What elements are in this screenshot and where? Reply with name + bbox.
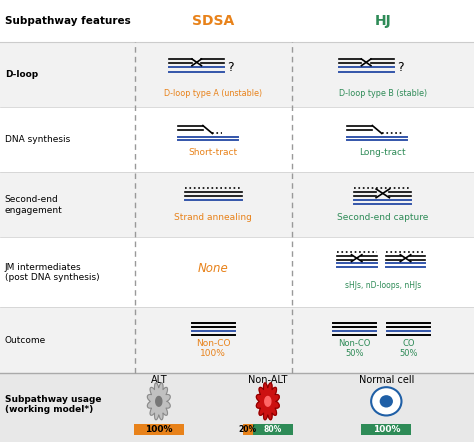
Text: 100%: 100%	[145, 425, 173, 434]
Text: SDSA: SDSA	[192, 14, 235, 28]
Text: DNA synthesis: DNA synthesis	[5, 135, 70, 144]
Bar	[0, 42, 474, 107]
Text: CO
50%: CO 50%	[400, 339, 418, 358]
Bar	[0, 373, 474, 442]
Text: 80%: 80%	[264, 425, 282, 434]
Text: JM intermediates
(post DNA synthesis): JM intermediates (post DNA synthesis)	[5, 263, 100, 282]
Text: 100%: 100%	[373, 425, 400, 434]
Bar	[243, 424, 253, 435]
Polygon shape	[265, 396, 271, 406]
Polygon shape	[256, 383, 279, 420]
Text: HJ: HJ	[374, 14, 391, 28]
Text: Long-tract: Long-tract	[359, 149, 406, 157]
Text: Short-tract: Short-tract	[189, 149, 238, 157]
Text: sHJs, nD-loops, nHJs: sHJs, nD-loops, nHJs	[345, 281, 421, 290]
Bar	[0, 237, 474, 307]
Text: D-loop type A (unstable): D-loop type A (unstable)	[164, 88, 263, 98]
Bar	[0, 0, 474, 42]
Text: None: None	[198, 262, 228, 275]
Text: ?: ?	[397, 61, 403, 74]
Polygon shape	[147, 383, 170, 420]
Text: Subpathway usage
(working model*): Subpathway usage (working model*)	[5, 395, 101, 414]
Circle shape	[380, 395, 393, 408]
Circle shape	[371, 387, 401, 415]
Text: Non-CO
50%: Non-CO 50%	[338, 339, 371, 358]
Text: Normal cell: Normal cell	[359, 374, 414, 385]
Text: 20%: 20%	[239, 425, 257, 434]
Text: Strand annealing: Strand annealing	[174, 213, 252, 222]
Text: Subpathway features: Subpathway features	[5, 16, 130, 26]
Text: Non-ALT: Non-ALT	[248, 374, 288, 385]
Text: D-loop: D-loop	[5, 70, 38, 79]
Polygon shape	[156, 396, 162, 406]
Text: Second-end
engagement: Second-end engagement	[5, 195, 63, 214]
Bar	[0, 107, 474, 172]
Bar	[134, 424, 183, 435]
Text: Second-end capture: Second-end capture	[337, 213, 428, 222]
Text: D-loop type B (stable): D-loop type B (stable)	[339, 88, 427, 98]
Text: Non-CO
100%: Non-CO 100%	[196, 339, 230, 358]
Bar	[0, 307, 474, 373]
Text: Outcome: Outcome	[5, 336, 46, 345]
Bar	[253, 424, 292, 435]
Text: ?: ?	[228, 61, 234, 74]
Bar	[361, 424, 411, 435]
Bar	[0, 172, 474, 237]
Text: ALT: ALT	[150, 374, 167, 385]
